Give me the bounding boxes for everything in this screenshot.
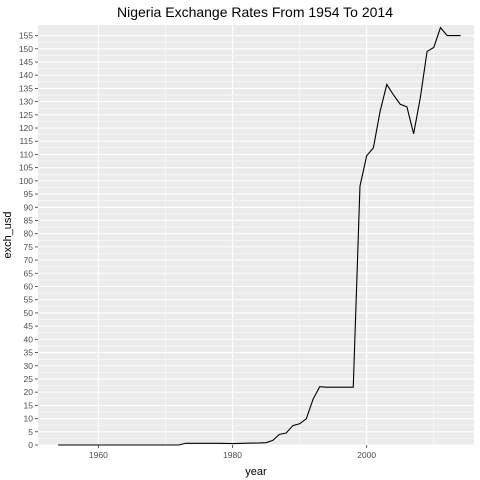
y-tick-label: 0: [28, 440, 33, 450]
y-tick-label: 35: [24, 348, 34, 358]
y-tick-label: 85: [24, 215, 34, 225]
y-tick-label: 70: [24, 255, 34, 265]
x-tick-label: 2000: [357, 450, 376, 460]
y-tick-label: 5: [28, 427, 33, 437]
grid-lines: [38, 25, 474, 446]
y-tick-label: 10: [24, 414, 34, 424]
y-tick-label: 80: [24, 229, 34, 239]
y-tick-label: 140: [19, 70, 33, 80]
x-tick-label: 1980: [223, 450, 242, 460]
x-tick-label: 1960: [89, 450, 108, 460]
chart-title: Nigeria Exchange Rates From 1954 To 2014: [117, 4, 393, 20]
y-tick-label: 25: [24, 374, 34, 384]
y-tick-label: 75: [24, 242, 34, 252]
y-tick-label: 50: [24, 308, 34, 318]
y-tick-label: 55: [24, 295, 34, 305]
y-tick-label: 110: [19, 149, 33, 159]
y-tick-label: 155: [19, 31, 33, 41]
y-axis-title: exch_usd: [2, 211, 14, 258]
y-tick-label: 135: [19, 83, 33, 93]
y-tick-label: 105: [19, 163, 33, 173]
y-axis: 0 5 10 15 20 25 30 35 40 45 50 55 60 65 70 75 80 85 90 95 10…: [19, 31, 38, 450]
y-tick-label: 40: [24, 334, 34, 344]
y-tick-label: 150: [19, 44, 33, 54]
y-tick-label: 60: [24, 282, 34, 292]
y-tick-label: 130: [19, 97, 33, 107]
y-tick-label: 65: [24, 268, 34, 278]
x-axis: 1960 1980 2000: [89, 445, 376, 460]
y-tick-label: 125: [19, 110, 33, 120]
y-tick-label: 90: [24, 202, 34, 212]
y-tick-label: 115: [19, 136, 33, 146]
y-tick-label: 20: [24, 387, 34, 397]
x-axis-title: year: [245, 466, 267, 478]
y-tick-label: 30: [24, 361, 34, 371]
y-tick-label: 45: [24, 321, 34, 331]
y-tick-label: 120: [19, 123, 33, 133]
y-tick-label: 95: [24, 189, 34, 199]
y-tick-label: 15: [24, 400, 34, 410]
y-tick-label: 145: [19, 57, 33, 67]
series-line: [58, 26, 461, 446]
y-tick-label: 100: [19, 176, 33, 186]
